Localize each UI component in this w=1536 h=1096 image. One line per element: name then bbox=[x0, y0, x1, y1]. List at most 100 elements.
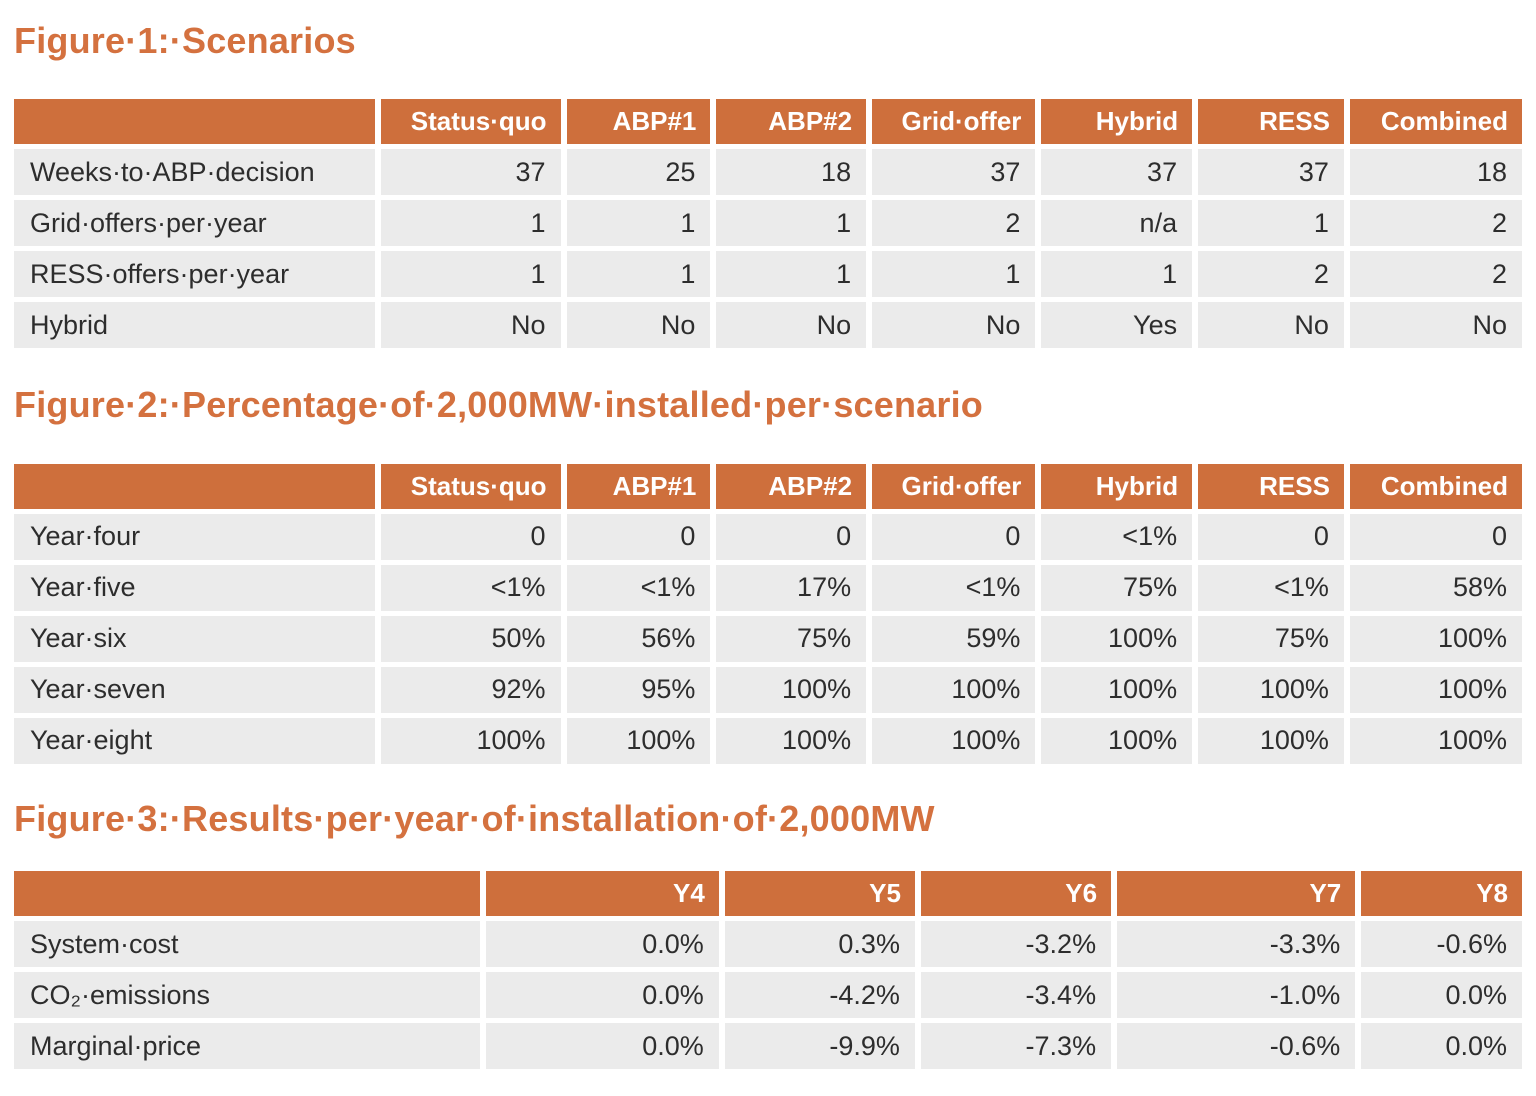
table-cell: 95% bbox=[566, 666, 711, 713]
table-cell: 37 bbox=[1041, 149, 1193, 196]
figure-1-table: Status·quo ABP#1 ABP#2 Grid·offer Hybrid… bbox=[14, 99, 1522, 349]
table-cell: No bbox=[1198, 302, 1344, 349]
table-cell: 1 bbox=[566, 200, 711, 247]
table-cell: 0 bbox=[716, 513, 867, 560]
table-cell: 100% bbox=[1198, 717, 1344, 764]
table-cell: 25 bbox=[566, 149, 711, 196]
column-header-grid-offer: Grid·offer bbox=[872, 99, 1036, 145]
table-cell: <1% bbox=[872, 564, 1036, 611]
table-cell: 17% bbox=[716, 564, 867, 611]
table-cell: 0.0% bbox=[485, 1023, 719, 1070]
table-cell: 56% bbox=[566, 615, 711, 662]
table-cell: 0 bbox=[380, 513, 561, 560]
table-cell: 100% bbox=[716, 666, 867, 713]
table-cell: 50% bbox=[380, 615, 561, 662]
table-cell: 0.0% bbox=[1361, 972, 1522, 1019]
row-label: Weeks·to·ABP·decision bbox=[14, 149, 375, 196]
table-cell: 100% bbox=[566, 717, 711, 764]
figure-2-table: Status·quo ABP#1 ABP#2 Grid·offer Hybrid… bbox=[14, 463, 1522, 764]
table-cell: 100% bbox=[872, 717, 1036, 764]
table-cell: 1 bbox=[1041, 251, 1193, 298]
table-cell: 0.0% bbox=[485, 972, 719, 1019]
column-header-empty bbox=[14, 99, 375, 145]
table-cell: <1% bbox=[1041, 513, 1193, 560]
table-cell: No bbox=[1349, 302, 1522, 349]
figure-1-title: Figure·1:·Scenarios bbox=[14, 20, 356, 61]
column-header-status-quo: Status·quo bbox=[380, 99, 561, 145]
figure-2-section: Figure·2:·Percentage·of·2,000MW·installe… bbox=[14, 384, 1522, 764]
table-cell: 92% bbox=[380, 666, 561, 713]
table-cell: 75% bbox=[716, 615, 867, 662]
table-cell: 0.3% bbox=[724, 921, 915, 968]
figure-2-title: Figure·2:·Percentage·of·2,000MW·installe… bbox=[14, 384, 984, 426]
row-label: Year·four bbox=[14, 513, 375, 560]
table-cell: 1 bbox=[1198, 200, 1344, 247]
table-cell: 37 bbox=[872, 149, 1036, 196]
table-cell: 1 bbox=[380, 200, 561, 247]
table-cell: <1% bbox=[566, 564, 711, 611]
table-cell: No bbox=[566, 302, 711, 349]
table-cell: 1 bbox=[872, 251, 1036, 298]
column-header-empty bbox=[14, 871, 480, 917]
row-label: Year·six bbox=[14, 615, 375, 662]
table-cell: -0.6% bbox=[1117, 1023, 1356, 1070]
table-cell: 1 bbox=[716, 251, 867, 298]
table-cell: -4.2% bbox=[724, 972, 915, 1019]
column-header-ress: RESS bbox=[1198, 463, 1344, 509]
table-cell: 18 bbox=[716, 149, 867, 196]
table-cell: Yes bbox=[1041, 302, 1193, 349]
table-cell: 100% bbox=[1041, 666, 1193, 713]
table-cell: 0 bbox=[872, 513, 1036, 560]
figure-3-section: Figure·3:·Results·per·year·of·installati… bbox=[14, 798, 1522, 1070]
table-cell: 1 bbox=[380, 251, 561, 298]
table-cell: No bbox=[716, 302, 867, 349]
table-cell: 75% bbox=[1198, 615, 1344, 662]
table-cell: 100% bbox=[872, 666, 1036, 713]
row-label: Grid·offers·per·year bbox=[14, 200, 375, 247]
table-cell: 0 bbox=[1349, 513, 1522, 560]
table-cell: 1 bbox=[566, 251, 711, 298]
document-page: Figure·1:·Scenarios Status·quo ABP#1 ABP… bbox=[14, 20, 1522, 1070]
row-label: Marginal·price bbox=[14, 1023, 480, 1070]
table-cell: -3.4% bbox=[920, 972, 1112, 1019]
table-cell: 100% bbox=[1349, 666, 1522, 713]
column-header-grid-offer: Grid·offer bbox=[872, 463, 1036, 509]
column-header-hybrid: Hybrid bbox=[1041, 99, 1193, 145]
column-header-status-quo: Status·quo bbox=[380, 463, 561, 509]
table-cell: 2 bbox=[1349, 200, 1522, 247]
table-cell: 58% bbox=[1349, 564, 1522, 611]
column-header-abp1: ABP#1 bbox=[566, 463, 711, 509]
figure-1-section: Figure·1:·Scenarios Status·quo ABP#1 ABP… bbox=[14, 20, 1522, 349]
column-header-y5: Y5 bbox=[724, 871, 915, 917]
table-cell: 37 bbox=[1198, 149, 1344, 196]
table-cell: -9.9% bbox=[724, 1023, 915, 1070]
column-header-y6: Y6 bbox=[920, 871, 1112, 917]
column-header-combined: Combined bbox=[1349, 463, 1522, 509]
table-cell: <1% bbox=[1198, 564, 1344, 611]
table-cell: -0.6% bbox=[1361, 921, 1522, 968]
table-cell: No bbox=[380, 302, 561, 349]
table-cell: 0.0% bbox=[485, 921, 719, 968]
table-cell: 2 bbox=[872, 200, 1036, 247]
table-cell: -1.0% bbox=[1117, 972, 1356, 1019]
row-label: Year·eight bbox=[14, 717, 375, 764]
row-label: Year·seven bbox=[14, 666, 375, 713]
table-cell: 100% bbox=[1349, 615, 1522, 662]
table-cell: 59% bbox=[872, 615, 1036, 662]
column-header-abp1: ABP#1 bbox=[566, 99, 711, 145]
table-cell: 18 bbox=[1349, 149, 1522, 196]
table-cell: 2 bbox=[1349, 251, 1522, 298]
table-cell: 37 bbox=[380, 149, 561, 196]
table-cell: -7.3% bbox=[920, 1023, 1112, 1070]
table-cell: 100% bbox=[716, 717, 867, 764]
table-cell: 0 bbox=[1198, 513, 1344, 560]
table-cell: 75% bbox=[1041, 564, 1193, 611]
column-header-abp2: ABP#2 bbox=[716, 463, 867, 509]
table-cell: 1 bbox=[716, 200, 867, 247]
table-cell: -3.3% bbox=[1117, 921, 1356, 968]
table-cell: 100% bbox=[1349, 717, 1522, 764]
column-header-y4: Y4 bbox=[485, 871, 719, 917]
column-header-combined: Combined bbox=[1349, 99, 1522, 145]
row-label: System·cost bbox=[14, 921, 480, 968]
table-cell: 100% bbox=[1198, 666, 1344, 713]
